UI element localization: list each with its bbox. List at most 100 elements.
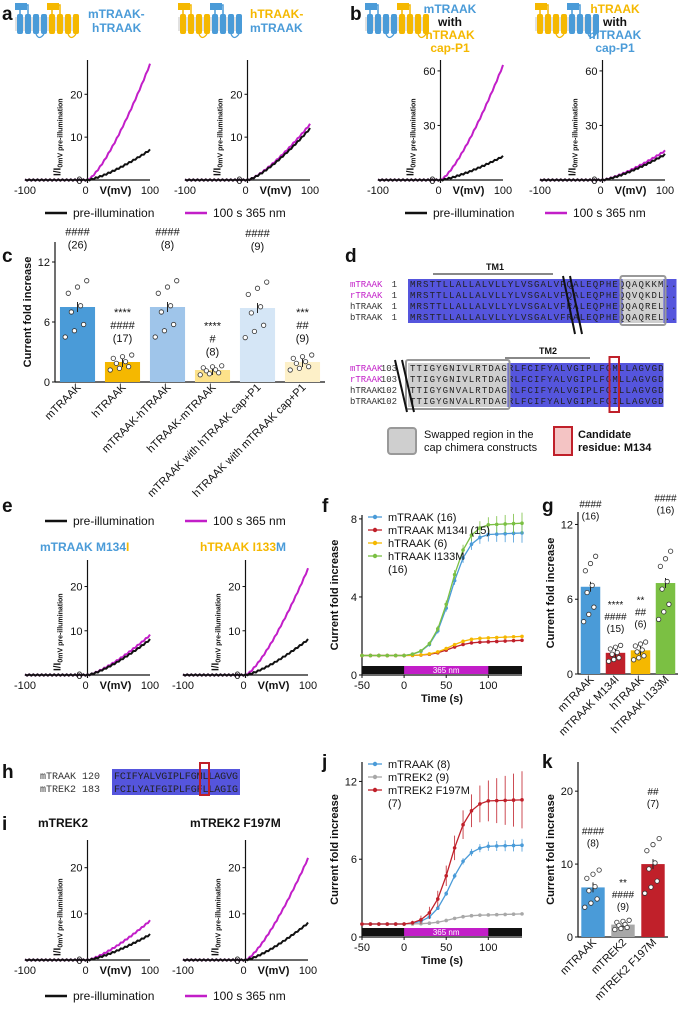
break-mark: [394, 359, 408, 413]
data-point: [593, 553, 599, 559]
alignment-shading: [408, 312, 677, 323]
time-point: [461, 822, 465, 827]
data-point: [68, 309, 74, 315]
helix-segment: [545, 14, 551, 34]
iv-y-tick-label: 0: [76, 955, 82, 967]
time-point: [410, 920, 415, 925]
alignment-gray-shading: [408, 396, 508, 407]
data-point: [174, 278, 180, 284]
data-point: [584, 589, 590, 596]
time-y-tick-label: 12: [345, 776, 357, 788]
helix-segment: [33, 14, 39, 34]
alignment-species-label: bTRAAK: [350, 397, 383, 407]
time-point: [444, 918, 449, 923]
iv-y-tick-label: 0: [429, 175, 435, 187]
tm2-label: TM2: [539, 346, 557, 356]
data-point: [261, 322, 267, 328]
helix-segment: [65, 14, 71, 34]
alignment-sequence: MRSTTLLALLALVLLYLVSGALVFQALEQPHEQQAQKKM.…: [410, 280, 677, 290]
iv-panel-b2: 0 30 60 -100 0 100 V(mV) I/I0mV pre-illuminatio…: [529, 60, 674, 197]
title-part: mTRAAK M134: [40, 540, 126, 554]
time-y-tick-label: 8: [351, 514, 357, 526]
iv-y-label-main: I/I: [568, 167, 579, 176]
time-point: [486, 844, 491, 849]
bar-annotation: (26): [68, 240, 88, 252]
time-point: [486, 522, 491, 527]
time-point: [478, 802, 482, 806]
alignment-species-label: bTRAAK: [350, 313, 383, 323]
iv-y-tick-label: 0: [76, 175, 82, 187]
time-point: [461, 642, 465, 647]
data-point: [161, 328, 168, 334]
iv-y-label-sub: 0mV pre-illumination: [216, 593, 223, 662]
iv-x-label: V(mV): [258, 965, 290, 977]
bar-annotation: (16): [657, 505, 675, 516]
bar-htraak-with-mtraak-cap-p1: [284, 362, 321, 382]
helix-segment: [577, 14, 583, 34]
time-x-tick-label: -50: [354, 680, 370, 692]
data-point: [643, 639, 649, 645]
legend-marker: [372, 774, 378, 780]
panel-b2-title: mTRAAK: [589, 28, 642, 42]
iv-y-label-sub: 0mV pre-illumination: [58, 98, 65, 167]
cap-box: [365, 3, 377, 10]
topology-cartoon-mTRAAK-hTRAAK: [15, 3, 79, 39]
iv-x-tick-label: 0: [242, 185, 248, 197]
time-point: [469, 637, 474, 642]
data-point: [296, 365, 303, 371]
data-point: [594, 896, 600, 902]
data-point: [668, 548, 674, 554]
time-point: [469, 913, 474, 918]
alignment-position: 1: [392, 302, 397, 312]
iv-y-tick-label: 30: [585, 120, 597, 132]
time-point: [427, 641, 432, 646]
legend-label: mTRAAK M134I (15): [388, 525, 490, 537]
iv-y-tick-label: 10: [228, 909, 240, 921]
stim-bar-365nm: [404, 928, 489, 936]
panel-letter-b: b: [350, 4, 362, 25]
helix-segment: [407, 14, 413, 34]
data-point: [110, 355, 116, 361]
time-point: [503, 522, 507, 526]
iv-x-label: V(mV): [260, 185, 292, 197]
legend-label-pre: pre-illumination: [73, 514, 154, 528]
data-point: [122, 359, 129, 365]
alignment-gray-shading: [622, 290, 664, 301]
helix-segment: [41, 14, 47, 34]
data-point: [309, 352, 315, 358]
bar-annotation: (16): [582, 512, 600, 523]
data-point: [644, 848, 650, 854]
alignment-shading: [408, 385, 664, 396]
time-point: [461, 859, 465, 864]
time-point: [469, 533, 474, 538]
time-point: [511, 843, 516, 848]
bar-annotation: ####: [582, 827, 605, 838]
iv-legend: pre-illumination 100 s 365 nm: [45, 989, 286, 1003]
time-point: [494, 635, 499, 640]
bar-x-label: hTRAAK: [90, 381, 129, 420]
alignment-sequence: TTIGYGNIVLRTDAGRLFCIFYALVGIPLFGMLLAGVGD: [410, 375, 664, 385]
legend-label-365nm: 100 s 365 nm: [213, 514, 286, 528]
topology-cartoon-hTRAAK-mTRAAK: [178, 3, 242, 39]
iv-x-label: V(mV): [258, 680, 290, 692]
data-point: [84, 278, 90, 284]
time-point: [377, 922, 381, 926]
data-point: [299, 354, 306, 360]
legend-label-pre: pre-illumination: [73, 989, 154, 1003]
alignment-position: 102: [381, 386, 397, 396]
cap-box: [15, 3, 27, 10]
data-point: [251, 328, 258, 335]
time-point: [478, 526, 482, 530]
data-point: [248, 310, 254, 316]
bar-htraak: [104, 362, 141, 382]
time-point: [419, 653, 423, 657]
data-point: [592, 883, 598, 890]
helix-segment: [180, 14, 186, 34]
iv-y-tick-label: 0: [236, 175, 242, 187]
helix-segment: [585, 14, 591, 34]
data-point: [662, 556, 669, 562]
data-point: [612, 644, 619, 650]
helix-segment: [228, 14, 234, 34]
time-point: [410, 652, 415, 656]
